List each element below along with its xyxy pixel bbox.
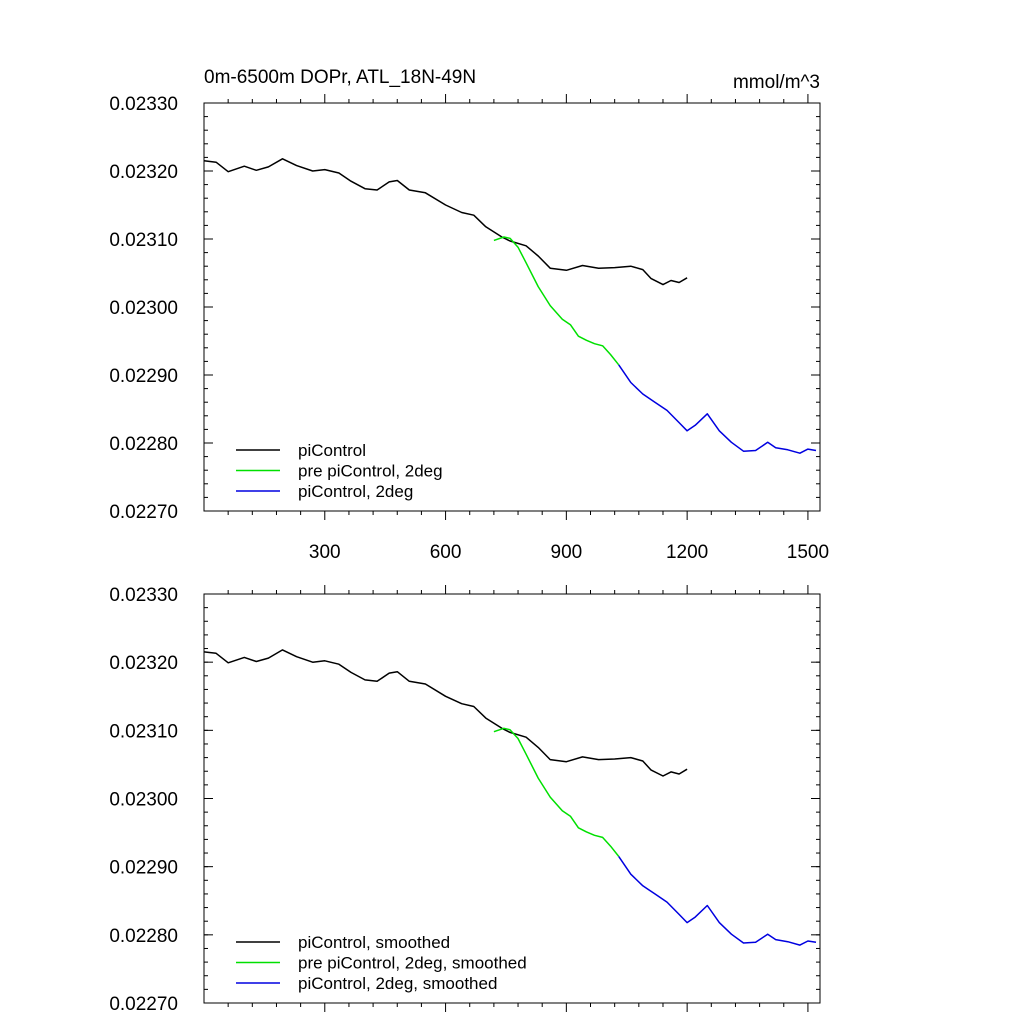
legend-label: pre piControl, 2deg, smoothed [298, 954, 527, 973]
series-line-1 [203, 158, 688, 286]
plot-frame [203, 593, 821, 1004]
y-tick-label: 0.02320 [109, 653, 178, 674]
y-tick-label: 0.02330 [109, 585, 178, 606]
chart-title: 0m-6500m DOPr, ATL_18N-49N [204, 67, 476, 88]
y-tick-label: 0.02280 [109, 926, 178, 947]
series-line-1 [203, 649, 688, 777]
y-tick-label: 0.02300 [109, 298, 178, 319]
y-tick-label: 0.02330 [109, 94, 178, 115]
y-tick-label: 0.02310 [109, 721, 178, 742]
legend-label: pre piControl, 2deg [298, 462, 443, 481]
series-line-2 [493, 727, 620, 857]
x-tick-label: 300 [309, 542, 341, 563]
series-line-3 [618, 855, 817, 946]
x-tick-label: 600 [430, 542, 462, 563]
chart-panel-1: 0.02270 0.02280 0.02290 0.02300 0.02310 0.023… [109, 67, 829, 563]
legend-label: piControl, 2deg, smoothed [298, 974, 497, 993]
x-tick-label: 1200 [666, 542, 708, 563]
legend-label: piControl, smoothed [298, 933, 450, 952]
y-tick-label: 0.02280 [109, 434, 178, 455]
x-tick-label: 900 [551, 542, 583, 563]
y-tick-label: 0.02290 [109, 366, 178, 387]
x-tick-label: 1500 [787, 542, 829, 563]
y-tick-label: 0.02310 [109, 230, 178, 251]
legend-label: piControl, 2deg [298, 482, 413, 501]
y-tick-label: 0.02270 [109, 994, 178, 1015]
chart-panel-2: 0.02270 0.02280 0.02290 0.02300 0.02310 0.023… [109, 585, 821, 1015]
y-tick-label: 0.02300 [109, 790, 178, 811]
y-tick-label: 0.02270 [109, 502, 178, 523]
y-tick-label: 0.02320 [109, 162, 178, 183]
y-tick-label: 0.02290 [109, 858, 178, 879]
legend-label: piControl [298, 441, 366, 460]
series-line-2 [493, 236, 620, 366]
series-line-3 [618, 364, 817, 454]
units-label: mmol/m^3 [733, 72, 820, 93]
plot-frame [203, 102, 821, 512]
